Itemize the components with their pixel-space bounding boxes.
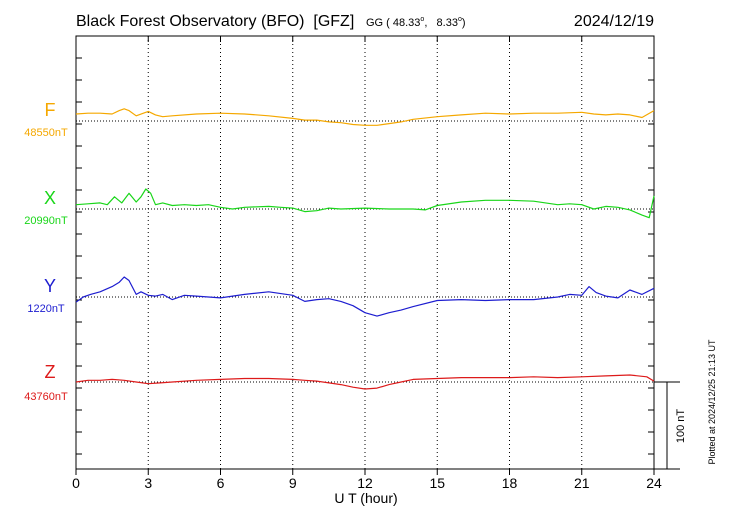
series-name-f: F xyxy=(45,100,56,120)
scale-bar: 100 nT xyxy=(654,381,687,470)
x-tick-label-12: 12 xyxy=(357,475,373,491)
series-name-y: Y xyxy=(44,276,56,296)
plotted-at-note: Plotted at 2024/12/25 21:13 UT xyxy=(707,339,717,465)
x-tick-label-9: 9 xyxy=(289,475,297,491)
x-tick-label-3: 3 xyxy=(144,475,152,491)
x-tick-label-6: 6 xyxy=(217,475,225,491)
series-baseline-f: 48550nT xyxy=(24,127,68,139)
series-baseline-y: 1220nT xyxy=(27,303,65,315)
trace-x xyxy=(75,188,655,219)
series-baseline-x: 20990nT xyxy=(24,215,68,227)
traces xyxy=(75,108,655,390)
x-tick-label-18: 18 xyxy=(502,475,518,491)
trace-y xyxy=(75,276,655,317)
series-baseline-z: 43760nT xyxy=(24,391,68,403)
x-tick-label-15: 15 xyxy=(429,475,445,491)
trace-z xyxy=(75,374,655,390)
series-labels: F 48550nT X 20990nT Y 1220nT Z 43760nT xyxy=(24,100,68,403)
x-tick-label-24: 24 xyxy=(646,475,662,491)
x-axis-label: U T (hour) xyxy=(334,490,397,506)
trace-f xyxy=(75,108,655,126)
chart-date: 2024/12/19 xyxy=(574,13,654,30)
series-name-x: X xyxy=(44,188,56,208)
scale-bar-label: 100 nT xyxy=(675,409,687,444)
axis-ticks: 0 3 6 9 12 15 18 21 24 xyxy=(72,36,662,491)
series-name-z: Z xyxy=(45,362,56,382)
x-tick-label-21: 21 xyxy=(574,475,590,491)
grid-lines xyxy=(147,36,583,469)
coordinates-label: GG ( 48.33o, 8.33o) xyxy=(366,16,466,29)
chart-title: Black Forest Observatory (BFO) [GFZ] xyxy=(76,13,354,30)
x-tick-label-0: 0 xyxy=(72,475,80,491)
